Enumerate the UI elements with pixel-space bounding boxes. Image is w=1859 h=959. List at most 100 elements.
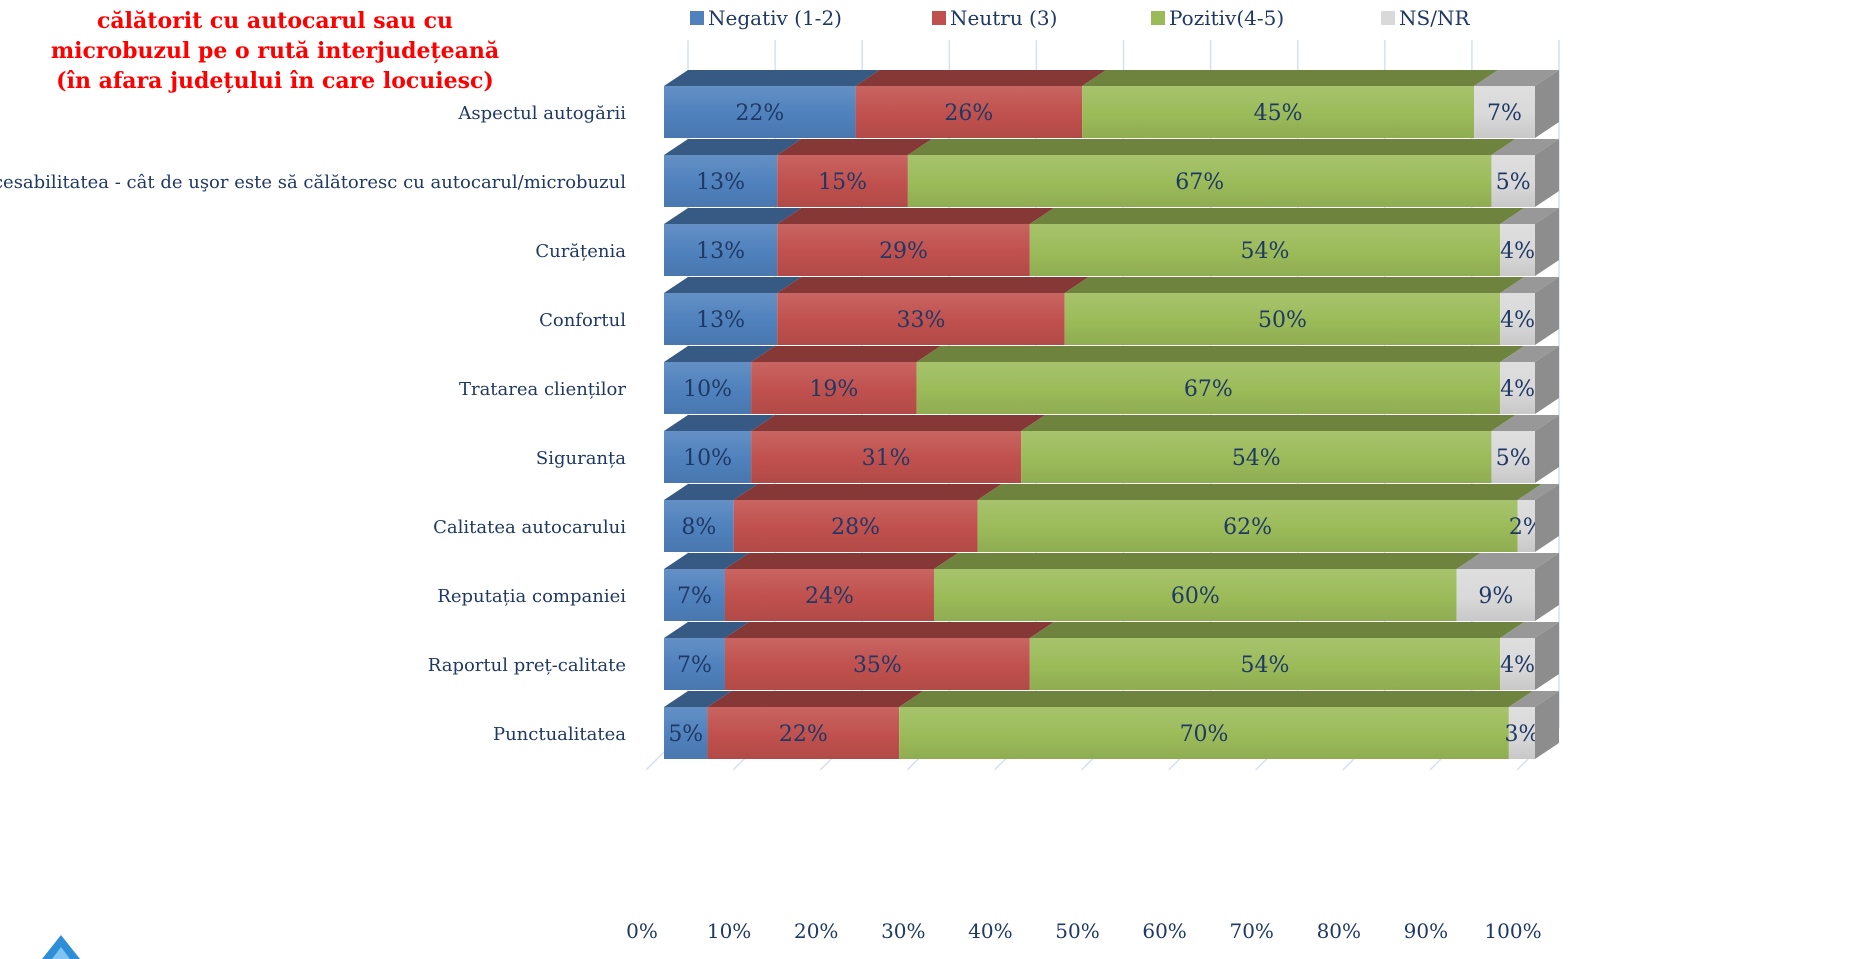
bar-top bbox=[899, 691, 1533, 707]
data-label: 4% bbox=[1500, 653, 1535, 678]
data-label: 4% bbox=[1500, 308, 1535, 333]
company-logo bbox=[36, 935, 86, 959]
bar bbox=[751, 362, 917, 414]
bar-top bbox=[1508, 691, 1559, 707]
data-label: 33% bbox=[896, 308, 945, 333]
data-label: 62% bbox=[1223, 515, 1272, 540]
bar bbox=[1021, 431, 1492, 483]
data-label: 5% bbox=[668, 722, 703, 747]
bar bbox=[916, 362, 1501, 414]
bar bbox=[1491, 431, 1535, 483]
bar bbox=[664, 86, 856, 138]
bar-top bbox=[1500, 277, 1559, 293]
bar-top bbox=[1491, 139, 1559, 155]
bar-top bbox=[977, 484, 1542, 500]
bar-top bbox=[1082, 70, 1499, 86]
category-label: Tratarea clienților bbox=[459, 379, 626, 400]
data-label: 4% bbox=[1500, 239, 1535, 264]
bar-top bbox=[664, 691, 732, 707]
data-label: 10% bbox=[683, 377, 732, 402]
data-label: 8% bbox=[681, 515, 716, 540]
bar bbox=[977, 500, 1518, 552]
category-label: Calitatea autocarului bbox=[433, 517, 626, 538]
data-label: 13% bbox=[696, 239, 745, 264]
data-label: 35% bbox=[853, 653, 902, 678]
bar bbox=[777, 155, 908, 207]
bar bbox=[1508, 707, 1535, 759]
bar-side bbox=[1535, 139, 1559, 207]
x-tick-label: 100% bbox=[1484, 919, 1541, 943]
data-label: 54% bbox=[1241, 239, 1290, 264]
bar-side bbox=[1535, 346, 1559, 414]
bar-top bbox=[1500, 346, 1559, 362]
bar-top bbox=[664, 484, 758, 500]
bar-side bbox=[1535, 622, 1559, 690]
bar-top bbox=[1029, 208, 1525, 224]
bar bbox=[1474, 86, 1535, 138]
bar-top bbox=[664, 553, 749, 569]
bar-top bbox=[1456, 553, 1559, 569]
category-label: Reputația companiei bbox=[437, 586, 626, 607]
bar-side bbox=[1535, 208, 1559, 276]
bar bbox=[907, 155, 1492, 207]
bar bbox=[1500, 293, 1535, 345]
bar-top bbox=[664, 415, 776, 431]
category-label: Raportul preț-calitate bbox=[428, 655, 626, 676]
bar-top bbox=[664, 70, 880, 86]
data-label: 31% bbox=[862, 446, 911, 471]
subtitle-line-1: călătorit cu autocarul sau cu bbox=[97, 8, 453, 34]
category-label: Accesabilitatea - cât de uşor este să că… bbox=[0, 172, 626, 193]
data-label: 22% bbox=[779, 722, 828, 747]
bar-side bbox=[1535, 553, 1559, 621]
data-label: 4% bbox=[1500, 377, 1535, 402]
bar-side bbox=[1535, 484, 1559, 552]
legend-swatch bbox=[932, 11, 946, 25]
data-label: 67% bbox=[1175, 170, 1224, 195]
bar bbox=[751, 431, 1022, 483]
bar-row: 13% 15% 67% 5% Accesabilitatea - cât de uşor… bbox=[0, 139, 1559, 207]
data-label: 26% bbox=[944, 101, 993, 126]
bar-top bbox=[777, 208, 1054, 224]
category-label: Punctualitatea bbox=[493, 724, 626, 745]
x-tick-label: 90% bbox=[1404, 919, 1448, 943]
bar bbox=[664, 362, 752, 414]
bar-top bbox=[1029, 622, 1525, 638]
data-label: 54% bbox=[1241, 653, 1290, 678]
x-tick-label: 80% bbox=[1317, 919, 1361, 943]
bar-side bbox=[1535, 691, 1559, 759]
bar bbox=[1491, 155, 1535, 207]
bar bbox=[934, 569, 1457, 621]
bar-top bbox=[1500, 208, 1559, 224]
data-label: 54% bbox=[1232, 446, 1281, 471]
bar bbox=[1029, 224, 1501, 276]
bar bbox=[724, 638, 1030, 690]
data-label: 60% bbox=[1171, 584, 1220, 609]
bar-side bbox=[1535, 277, 1559, 345]
bar-row: 10% 31% 54% 5% Siguranța bbox=[536, 415, 1559, 483]
bar bbox=[855, 86, 1083, 138]
subtitle-line-2: microbuzul pe o rută interjudețeană bbox=[50, 38, 500, 64]
bar bbox=[724, 569, 935, 621]
data-label: 67% bbox=[1184, 377, 1233, 402]
bar-row: 8% 28% 62% 2%Calitatea autocarului bbox=[433, 484, 1559, 552]
bar-top bbox=[907, 139, 1516, 155]
bar bbox=[899, 707, 1509, 759]
chart-subtitle: călătorit cu autocarul sau cu microbuzul… bbox=[40, 6, 510, 96]
bar-top bbox=[751, 415, 1046, 431]
data-label: 19% bbox=[809, 377, 858, 402]
x-tick-label: 20% bbox=[794, 919, 838, 943]
data-label: 3% bbox=[1504, 722, 1539, 747]
legend-label: NS/NR bbox=[1399, 6, 1470, 30]
bar bbox=[664, 569, 725, 621]
x-tick-label: 30% bbox=[881, 919, 925, 943]
data-label: 70% bbox=[1180, 722, 1229, 747]
bar-top bbox=[777, 277, 1089, 293]
data-label: 9% bbox=[1478, 584, 1513, 609]
data-label: 7% bbox=[677, 653, 712, 678]
bar-top bbox=[934, 553, 1481, 569]
bar bbox=[1064, 293, 1501, 345]
data-label: 29% bbox=[879, 239, 928, 264]
subtitle-line-3: (în afara județului în care locuiesc) bbox=[56, 68, 494, 94]
x-tick-label: 60% bbox=[1142, 919, 1186, 943]
legend-swatch bbox=[690, 11, 704, 25]
